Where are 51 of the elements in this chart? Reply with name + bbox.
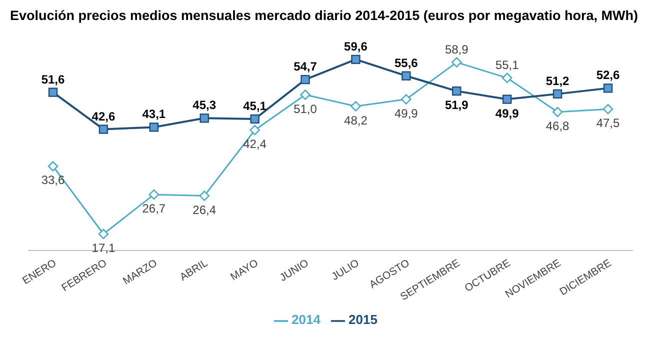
legend-label: 2014 [292,312,320,328]
point [48,88,58,97]
legend-label: 2015 [348,312,378,328]
point [451,57,462,68]
data-label: 52,6 [596,68,620,82]
point [402,71,411,80]
point [603,84,613,93]
data-label: 51,0 [294,102,318,116]
point [351,54,360,64]
data-label: 26,4 [192,202,216,217]
data-label: 42,4 [243,137,267,152]
point [149,122,159,132]
data-label: 49,9 [394,106,418,120]
point [98,124,108,134]
point [148,189,160,200]
point [98,228,109,240]
point [200,114,209,123]
point [300,74,310,84]
data-label: 46,8 [546,119,570,134]
point [552,89,562,99]
point [552,106,563,118]
data-label: 59,6 [344,39,368,54]
point [199,190,210,201]
point [602,104,614,114]
data-label: 43,1 [142,107,166,122]
data-label: 42,6 [92,109,116,124]
point [401,94,412,104]
data-label: 45,1 [243,98,267,113]
data-label: 51,2 [546,74,570,88]
chart-title: Evolución precios medios mensuales mercado diario 2014-2015 (euros por megavatio hora, MWh) [9,8,639,23]
point [48,161,58,172]
data-label: 55,6 [394,56,418,70]
data-label: 26,7 [142,202,166,216]
data-label: 51,6 [41,72,65,86]
point [502,94,512,104]
data-label: 45,3 [192,98,216,112]
data-label: 47,5 [596,116,620,130]
data-label: 51,9 [444,98,469,112]
data-label: 54,7 [294,60,318,74]
data-label: 48,2 [344,113,368,128]
point [452,86,462,96]
point [300,90,310,100]
data-label: 17,1 [92,241,116,256]
data-label: 33,6 [41,173,65,188]
point [250,124,260,136]
point [350,101,361,112]
data-label: 55,1 [495,58,520,72]
point [250,114,260,124]
data-label: 58,9 [444,42,469,56]
data-label: 49,9 [495,106,520,120]
point [502,72,512,84]
